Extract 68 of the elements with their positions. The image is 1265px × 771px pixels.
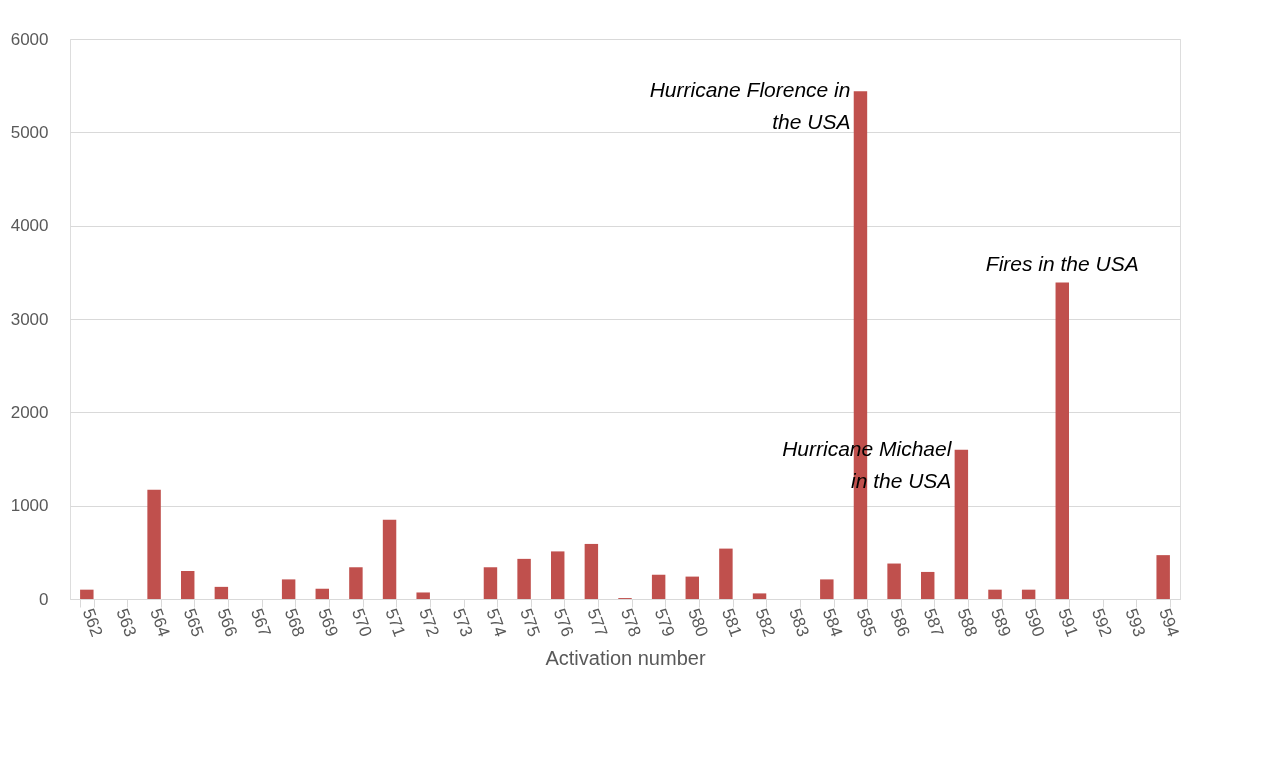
y-tick-label: 3000 (10, 309, 49, 329)
x-tick-label: 566 (213, 606, 241, 640)
x-tick-label: 573 (448, 606, 477, 640)
bar (281, 579, 296, 599)
bar (651, 574, 666, 599)
bar (988, 589, 1002, 599)
bar (416, 592, 430, 599)
bar (954, 449, 969, 599)
bar (517, 558, 531, 599)
x-tick-label: 567 (247, 606, 275, 640)
x-axis-title: Activation number (545, 646, 706, 669)
bar (887, 563, 901, 599)
bar (483, 567, 498, 599)
y-tick-label: 6000 (10, 29, 49, 49)
x-tick-label: 564 (146, 606, 174, 640)
x-tick-label: 565 (179, 606, 208, 640)
bar (214, 586, 229, 599)
bar (584, 543, 599, 599)
bar (921, 571, 935, 599)
bar (382, 519, 397, 599)
x-tick-label: 568 (280, 606, 309, 640)
x-tick-label: 593 (1121, 606, 1150, 640)
x-tick-label: 590 (1020, 606, 1049, 640)
y-tick-label: 1000 (10, 496, 49, 516)
bar (181, 571, 195, 599)
x-tick-label: 584 (818, 606, 847, 640)
y-tick-label: 4000 (10, 216, 49, 236)
y-tick-label: 0 (39, 589, 49, 609)
bar (147, 489, 161, 599)
x-tick-label: 572 (415, 606, 443, 640)
x-tick-label: 579 (650, 606, 679, 640)
x-tick-label: 585 (852, 606, 881, 640)
x-tick-label: 575 (516, 606, 544, 640)
bar (315, 588, 329, 599)
x-tick-label: 571 (381, 606, 410, 640)
bar (551, 551, 565, 599)
x-tick-label: 570 (347, 606, 376, 640)
x-tick-label: 574 (482, 606, 511, 640)
bar (820, 579, 834, 599)
x-tick-label: 589 (987, 606, 1015, 640)
x-tick-label: 586 (886, 606, 914, 640)
bar (719, 548, 733, 599)
x-tick-label: 588 (953, 606, 981, 640)
annotation: Hurricane Florence in the USA (649, 78, 851, 134)
x-tick-label: 563 (112, 606, 141, 640)
annotation: Fires in the USA (985, 251, 1139, 275)
x-tick-label: 591 (1054, 606, 1082, 640)
bar (349, 567, 363, 599)
bar (1021, 589, 1036, 599)
x-tick-label: 592 (1087, 606, 1116, 640)
bar (1055, 282, 1069, 599)
bar (1156, 555, 1170, 599)
x-tick-label: 594 (1155, 606, 1183, 640)
bar (752, 593, 767, 599)
bar (80, 589, 94, 599)
x-tick-label: 583 (785, 606, 813, 640)
x-tick-label: 587 (919, 606, 948, 640)
x-tick-label: 576 (549, 606, 578, 640)
x-tick-label: 578 (617, 606, 645, 640)
x-tick-label: 580 (684, 606, 712, 640)
x-tick-label: 577 (583, 606, 611, 640)
bar (685, 576, 699, 599)
y-tick-label: 2000 (10, 402, 49, 422)
x-tick-label: 581 (717, 606, 746, 640)
y-tick-label: 5000 (10, 122, 49, 142)
x-tick-label: 562 (78, 606, 107, 640)
x-tick-label: 569 (314, 606, 342, 640)
x-tick-label: 582 (751, 606, 780, 640)
